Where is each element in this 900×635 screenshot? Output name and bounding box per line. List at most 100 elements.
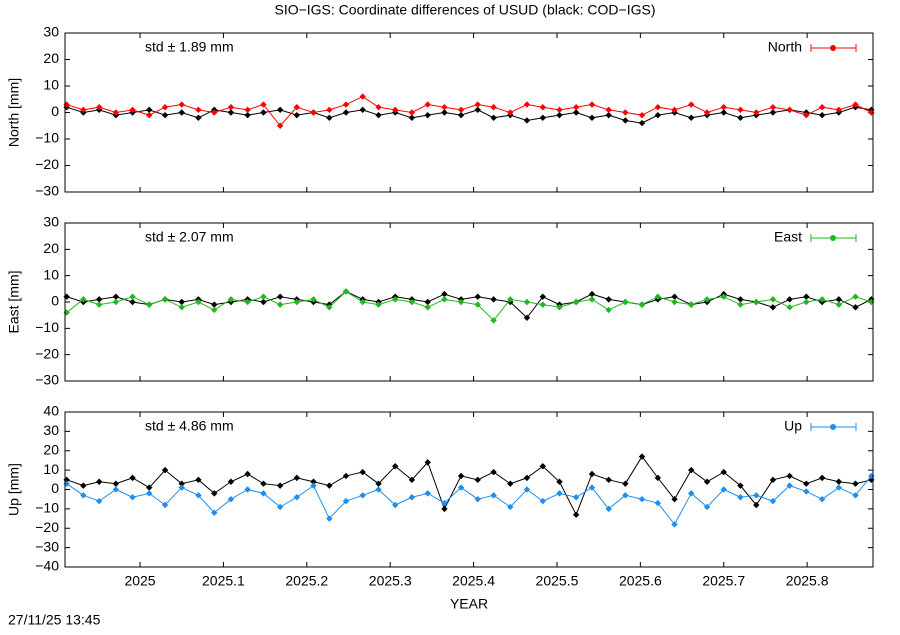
- data-point: [227, 478, 235, 485]
- data-point: [703, 478, 711, 485]
- data-point: [310, 482, 317, 489]
- series-line: [66, 455, 872, 516]
- data-point: [146, 111, 153, 119]
- data-point: [539, 114, 546, 121]
- legend-marker: [830, 424, 836, 430]
- data-point: [556, 478, 563, 485]
- data-point: [572, 494, 580, 501]
- y-tick-label: 20: [43, 441, 59, 457]
- data-point: [244, 106, 251, 114]
- annotation: std ± 4.86 mm: [145, 418, 234, 434]
- data-point: [539, 293, 546, 300]
- legend-marker: [830, 235, 836, 241]
- data-point: [622, 109, 629, 116]
- data-point: [688, 114, 695, 121]
- x-tick-label: 2025.2: [285, 573, 328, 589]
- data-point: [556, 490, 563, 497]
- data-point: [605, 106, 612, 114]
- x-tick-label: 2025.4: [452, 573, 495, 589]
- data-point: [688, 101, 695, 108]
- data-point: [276, 106, 284, 114]
- data-point: [474, 106, 481, 114]
- data-point: [211, 490, 218, 497]
- data-point: [474, 301, 481, 308]
- data-point: [818, 495, 826, 503]
- data-point: [753, 492, 760, 499]
- data-point: [490, 296, 497, 303]
- chart-title: SIO−IGS: Coordinate differences of USUD …: [274, 2, 655, 18]
- data-point: [424, 298, 431, 306]
- data-point: [227, 495, 235, 503]
- y-tick-label: −20: [35, 519, 59, 535]
- data-point: [342, 101, 350, 108]
- data-point: [803, 111, 810, 119]
- data-point: [342, 472, 350, 480]
- data-point: [737, 494, 744, 501]
- y-tick-label: 20: [43, 50, 59, 66]
- legend-label: Up: [784, 418, 802, 434]
- x-tick-label: 2025.1: [202, 573, 245, 589]
- data-point: [359, 468, 366, 476]
- data-point: [63, 480, 70, 487]
- data-point: [818, 104, 826, 111]
- y-tick-label: 20: [43, 240, 59, 256]
- data-point: [654, 499, 662, 507]
- data-point: [835, 301, 843, 308]
- data-point: [671, 495, 678, 503]
- data-point: [80, 492, 87, 499]
- y-tick-label: 10: [43, 77, 59, 93]
- series-line: [66, 96, 872, 127]
- data-point: [490, 104, 497, 111]
- data-point: [260, 480, 267, 487]
- data-point: [195, 492, 202, 499]
- data-point: [490, 492, 497, 499]
- data-point: [737, 301, 744, 308]
- data-point: [737, 106, 744, 114]
- data-point: [63, 101, 70, 108]
- plot-frame: [64, 411, 874, 568]
- y-tick-label: −20: [35, 345, 59, 361]
- y-axis-label: Up [mm]: [6, 463, 22, 516]
- data-point: [424, 111, 431, 119]
- data-point: [703, 109, 711, 116]
- data-point: [375, 480, 382, 487]
- x-tick-label: 2025.5: [536, 573, 579, 589]
- data-point: [474, 293, 481, 300]
- data-point: [161, 111, 169, 119]
- data-point: [818, 111, 826, 119]
- data-point: [835, 484, 843, 491]
- data-point: [63, 476, 70, 484]
- data-point: [178, 298, 185, 306]
- data-point: [392, 296, 399, 303]
- y-tick-label: 40: [43, 403, 59, 419]
- data-point: [95, 296, 103, 303]
- data-point: [95, 478, 103, 485]
- data-point: [326, 482, 333, 489]
- data-point: [178, 109, 185, 116]
- data-point: [523, 101, 531, 108]
- data-point: [112, 486, 120, 493]
- data-point: [720, 468, 727, 476]
- data-point: [227, 104, 235, 111]
- data-point: [769, 497, 777, 505]
- data-point: [178, 304, 185, 311]
- x-axis-label: YEAR: [450, 596, 488, 612]
- data-point: [572, 298, 580, 306]
- data-point: [359, 298, 366, 306]
- data-point: [835, 106, 843, 114]
- data-point: [720, 109, 727, 116]
- data-point: [507, 480, 514, 487]
- data-point: [769, 304, 777, 311]
- data-point: [276, 293, 284, 300]
- data-point: [654, 474, 662, 482]
- data-point: [835, 478, 843, 485]
- data-point: [588, 290, 596, 298]
- data-point: [490, 114, 497, 121]
- timestamp: 27/11/25 13:45: [8, 612, 101, 628]
- data-point: [737, 296, 744, 303]
- legend-label: East: [774, 229, 802, 245]
- data-point: [293, 474, 301, 482]
- series-line: [66, 290, 872, 322]
- x-tick-label: 2025.8: [786, 573, 829, 589]
- data-point: [539, 301, 546, 308]
